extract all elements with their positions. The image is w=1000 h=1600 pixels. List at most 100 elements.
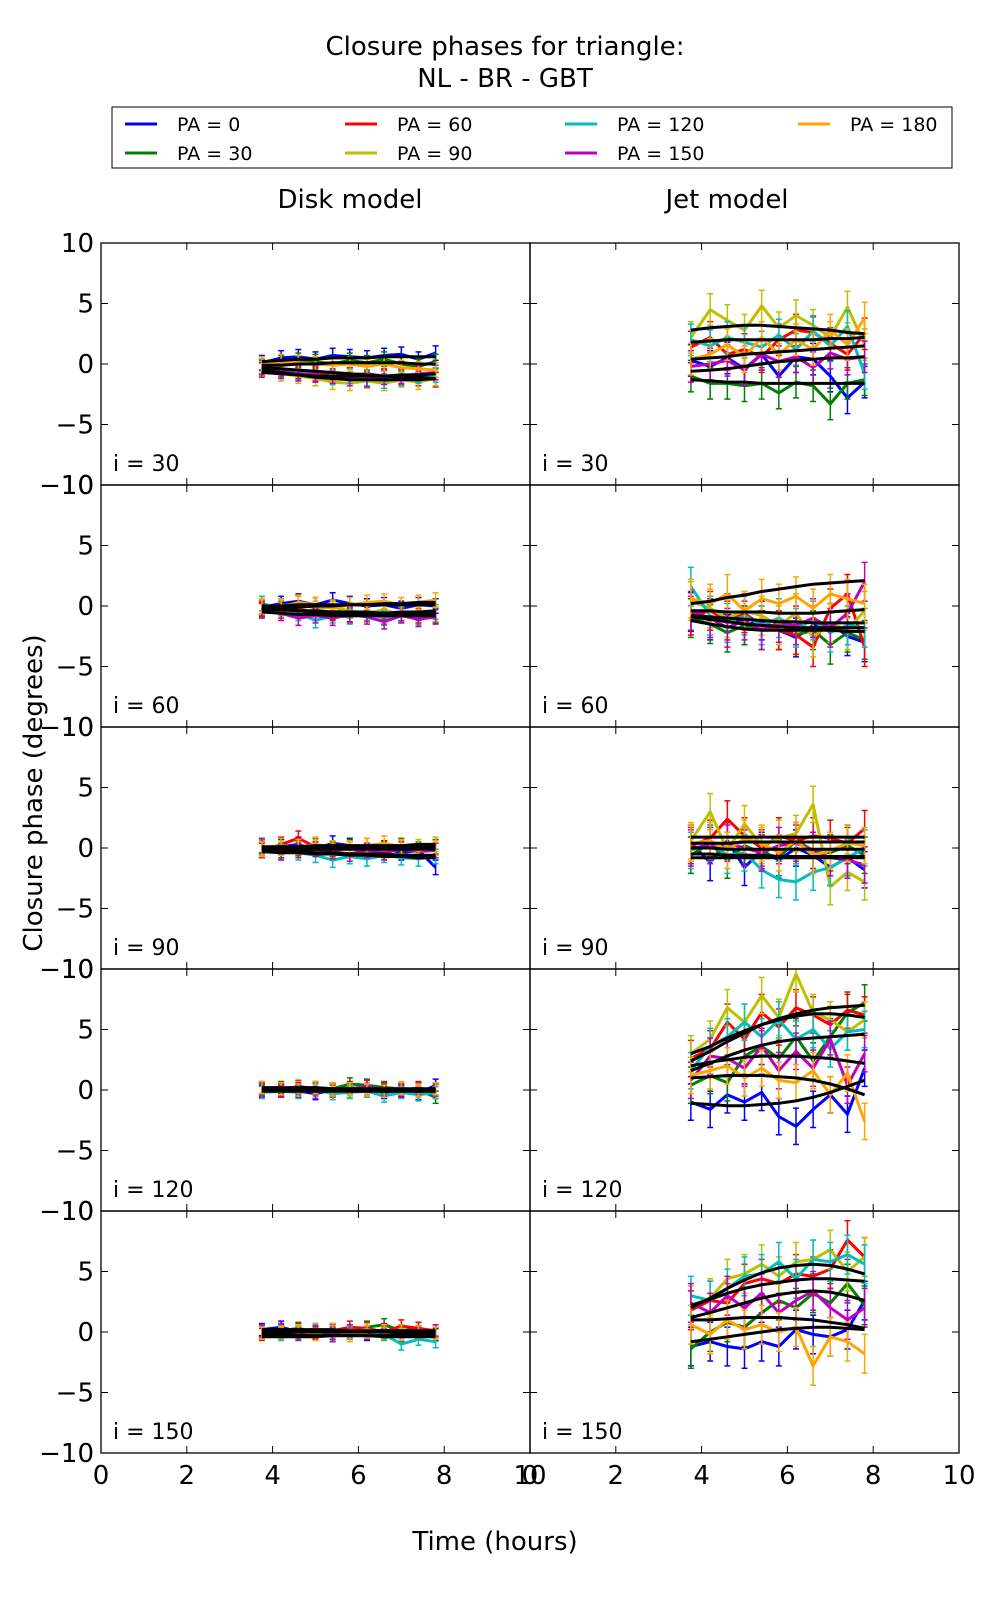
- model-line-9-0: [690, 1262, 866, 1310]
- panel-data-1: [687, 289, 868, 421]
- model-line-1-1: [690, 335, 865, 344]
- panel-data-2: [258, 591, 439, 630]
- x-tick-label-1-0: 0: [522, 1461, 539, 1491]
- y-tick-label-2-0: −10: [39, 955, 94, 985]
- y-tick-label-2-3: 5: [77, 774, 94, 804]
- model-line-5-2: [690, 846, 865, 851]
- panel-data-4: [258, 830, 439, 876]
- model-line-2-4: [261, 600, 436, 612]
- y-tick-label-3-2: 0: [77, 1076, 94, 1106]
- panel-jet-4: 0 2 4 6 8 10 i = 150: [522, 1210, 976, 1491]
- y-tick-label-1-0: −10: [39, 713, 94, 743]
- x-tick-label-0-0: 0: [93, 1461, 110, 1491]
- model-line-4-4: [261, 842, 436, 849]
- inclination-label-4: i = 90: [113, 936, 180, 961]
- model-line-3-0: [690, 579, 865, 606]
- y-tick-label-3-1: −5: [56, 1137, 94, 1167]
- model-line-1-2: [690, 344, 865, 361]
- legend-label-1: PA = 30: [177, 143, 252, 165]
- model-line-3-2: [690, 614, 865, 625]
- y-tick-label-0-4: 10: [61, 229, 94, 259]
- y-tick-label-4-1: −5: [56, 1379, 94, 1409]
- series-line-7-6: [690, 1064, 867, 1122]
- model-line-0-4: [261, 371, 436, 378]
- series-line-1-6: [690, 317, 866, 361]
- y-tick-label-1-1: −5: [56, 653, 94, 683]
- model-line-3-1: [690, 608, 865, 615]
- legend-label-6: PA = 180: [850, 114, 938, 136]
- x-tick-label-1-1: 2: [608, 1461, 625, 1491]
- series-line-9-6: [690, 1318, 866, 1368]
- model-line-8-3: [261, 1332, 436, 1339]
- model-line-9-3: [690, 1316, 865, 1330]
- model-line-1-4: [690, 378, 865, 385]
- panel-jet-0: i = 30: [529, 242, 960, 486]
- inclination-label-2: i = 60: [113, 694, 180, 719]
- y-tick-label-4-0: −10: [39, 1439, 94, 1469]
- x-tick-label-0-2: 4: [264, 1461, 281, 1491]
- panel-data-0: [258, 345, 439, 392]
- y-tick-label-2-2: 0: [77, 834, 94, 864]
- model-line-0-2: [261, 366, 436, 380]
- y-tick-label-1-2: 0: [77, 592, 94, 622]
- x-tick-label-0-4: 8: [436, 1461, 453, 1491]
- inclination-label-0: i = 30: [113, 452, 180, 477]
- y-tick-label-2-4: 10: [61, 713, 94, 743]
- panel-jet-3: i = 120: [529, 968, 960, 1212]
- legend-label-4: PA = 120: [617, 114, 705, 136]
- inclination-label-5: i = 90: [542, 936, 609, 961]
- x-tick-label-0-3: 6: [350, 1461, 367, 1491]
- model-line-1-0: [690, 323, 865, 336]
- legend-frame: [111, 106, 953, 169]
- x-tick-label-1-5: 10: [942, 1461, 975, 1491]
- model-line-9-1: [690, 1277, 865, 1307]
- model-line-2-2: [261, 610, 436, 618]
- model-line-7-5: [690, 1078, 866, 1108]
- y-tick-label-0-3: 5: [77, 290, 94, 320]
- y-tick-label-4-2: 0: [77, 1318, 94, 1348]
- model-line-0-1: [261, 361, 436, 367]
- y-tick-label-4-3: 5: [77, 1258, 94, 1288]
- panel-jet-2: i = 90: [529, 726, 960, 970]
- panel-data-7: [687, 969, 868, 1146]
- x-tick-label-1-2: 4: [693, 1461, 710, 1491]
- panel-data-6: [258, 1077, 439, 1105]
- series-line-5-4: [690, 841, 866, 884]
- series-line-3-6: [690, 592, 866, 613]
- y-tick-label-0-2: 0: [77, 350, 94, 380]
- inclination-label-6: i = 120: [113, 1178, 194, 1203]
- model-line-7-3: [690, 1054, 865, 1068]
- panel-disk-1: −10 −5 0 5 10 i = 60: [39, 471, 531, 743]
- model-line-2-3: [261, 606, 436, 615]
- y-tick-label-2-1: −5: [56, 895, 94, 925]
- model-line-9-2: [690, 1289, 866, 1319]
- y-tick-label-4-4: 10: [61, 1197, 94, 1227]
- panel-data-8: [258, 1317, 439, 1351]
- panel-jet-1: i = 60: [529, 484, 960, 728]
- y-tick-label-3-0: −10: [39, 1197, 94, 1227]
- model-line-7-1: [690, 1003, 865, 1063]
- figure-title-line1: Closure phases for triangle:: [326, 32, 685, 62]
- panel-disk-0: −10 −5 0 5 10 i = 30: [39, 229, 531, 501]
- model-line-1-3: [690, 355, 865, 373]
- panel-disk-2: −10 −5 0 5 10 i = 90: [39, 713, 531, 985]
- model-line-6-3: [261, 1086, 436, 1091]
- panel-disk-3: −10 −5 0 5 10 i = 120: [39, 955, 531, 1227]
- column-title-jet: Jet model: [663, 185, 788, 215]
- model-line-5-1: [690, 840, 865, 845]
- y-tick-label-0-0: −10: [39, 471, 94, 501]
- x-tick-label-1-3: 6: [779, 1461, 796, 1491]
- inclination-label-8: i = 150: [113, 1420, 194, 1445]
- legend-label-5: PA = 150: [617, 143, 705, 165]
- column-title-disk: Disk model: [277, 185, 422, 215]
- x-tick-label-1-4: 8: [865, 1461, 882, 1491]
- series-line-1-1: [690, 374, 865, 406]
- model-line-7-2: [690, 1032, 865, 1073]
- series-line-7-0: [690, 1067, 867, 1128]
- panel-data-3: [687, 561, 868, 668]
- x-tick-label-0-5: 10: [513, 1461, 546, 1491]
- y-tick-label-1-3: 5: [77, 532, 94, 562]
- model-line-9-4: [690, 1325, 865, 1344]
